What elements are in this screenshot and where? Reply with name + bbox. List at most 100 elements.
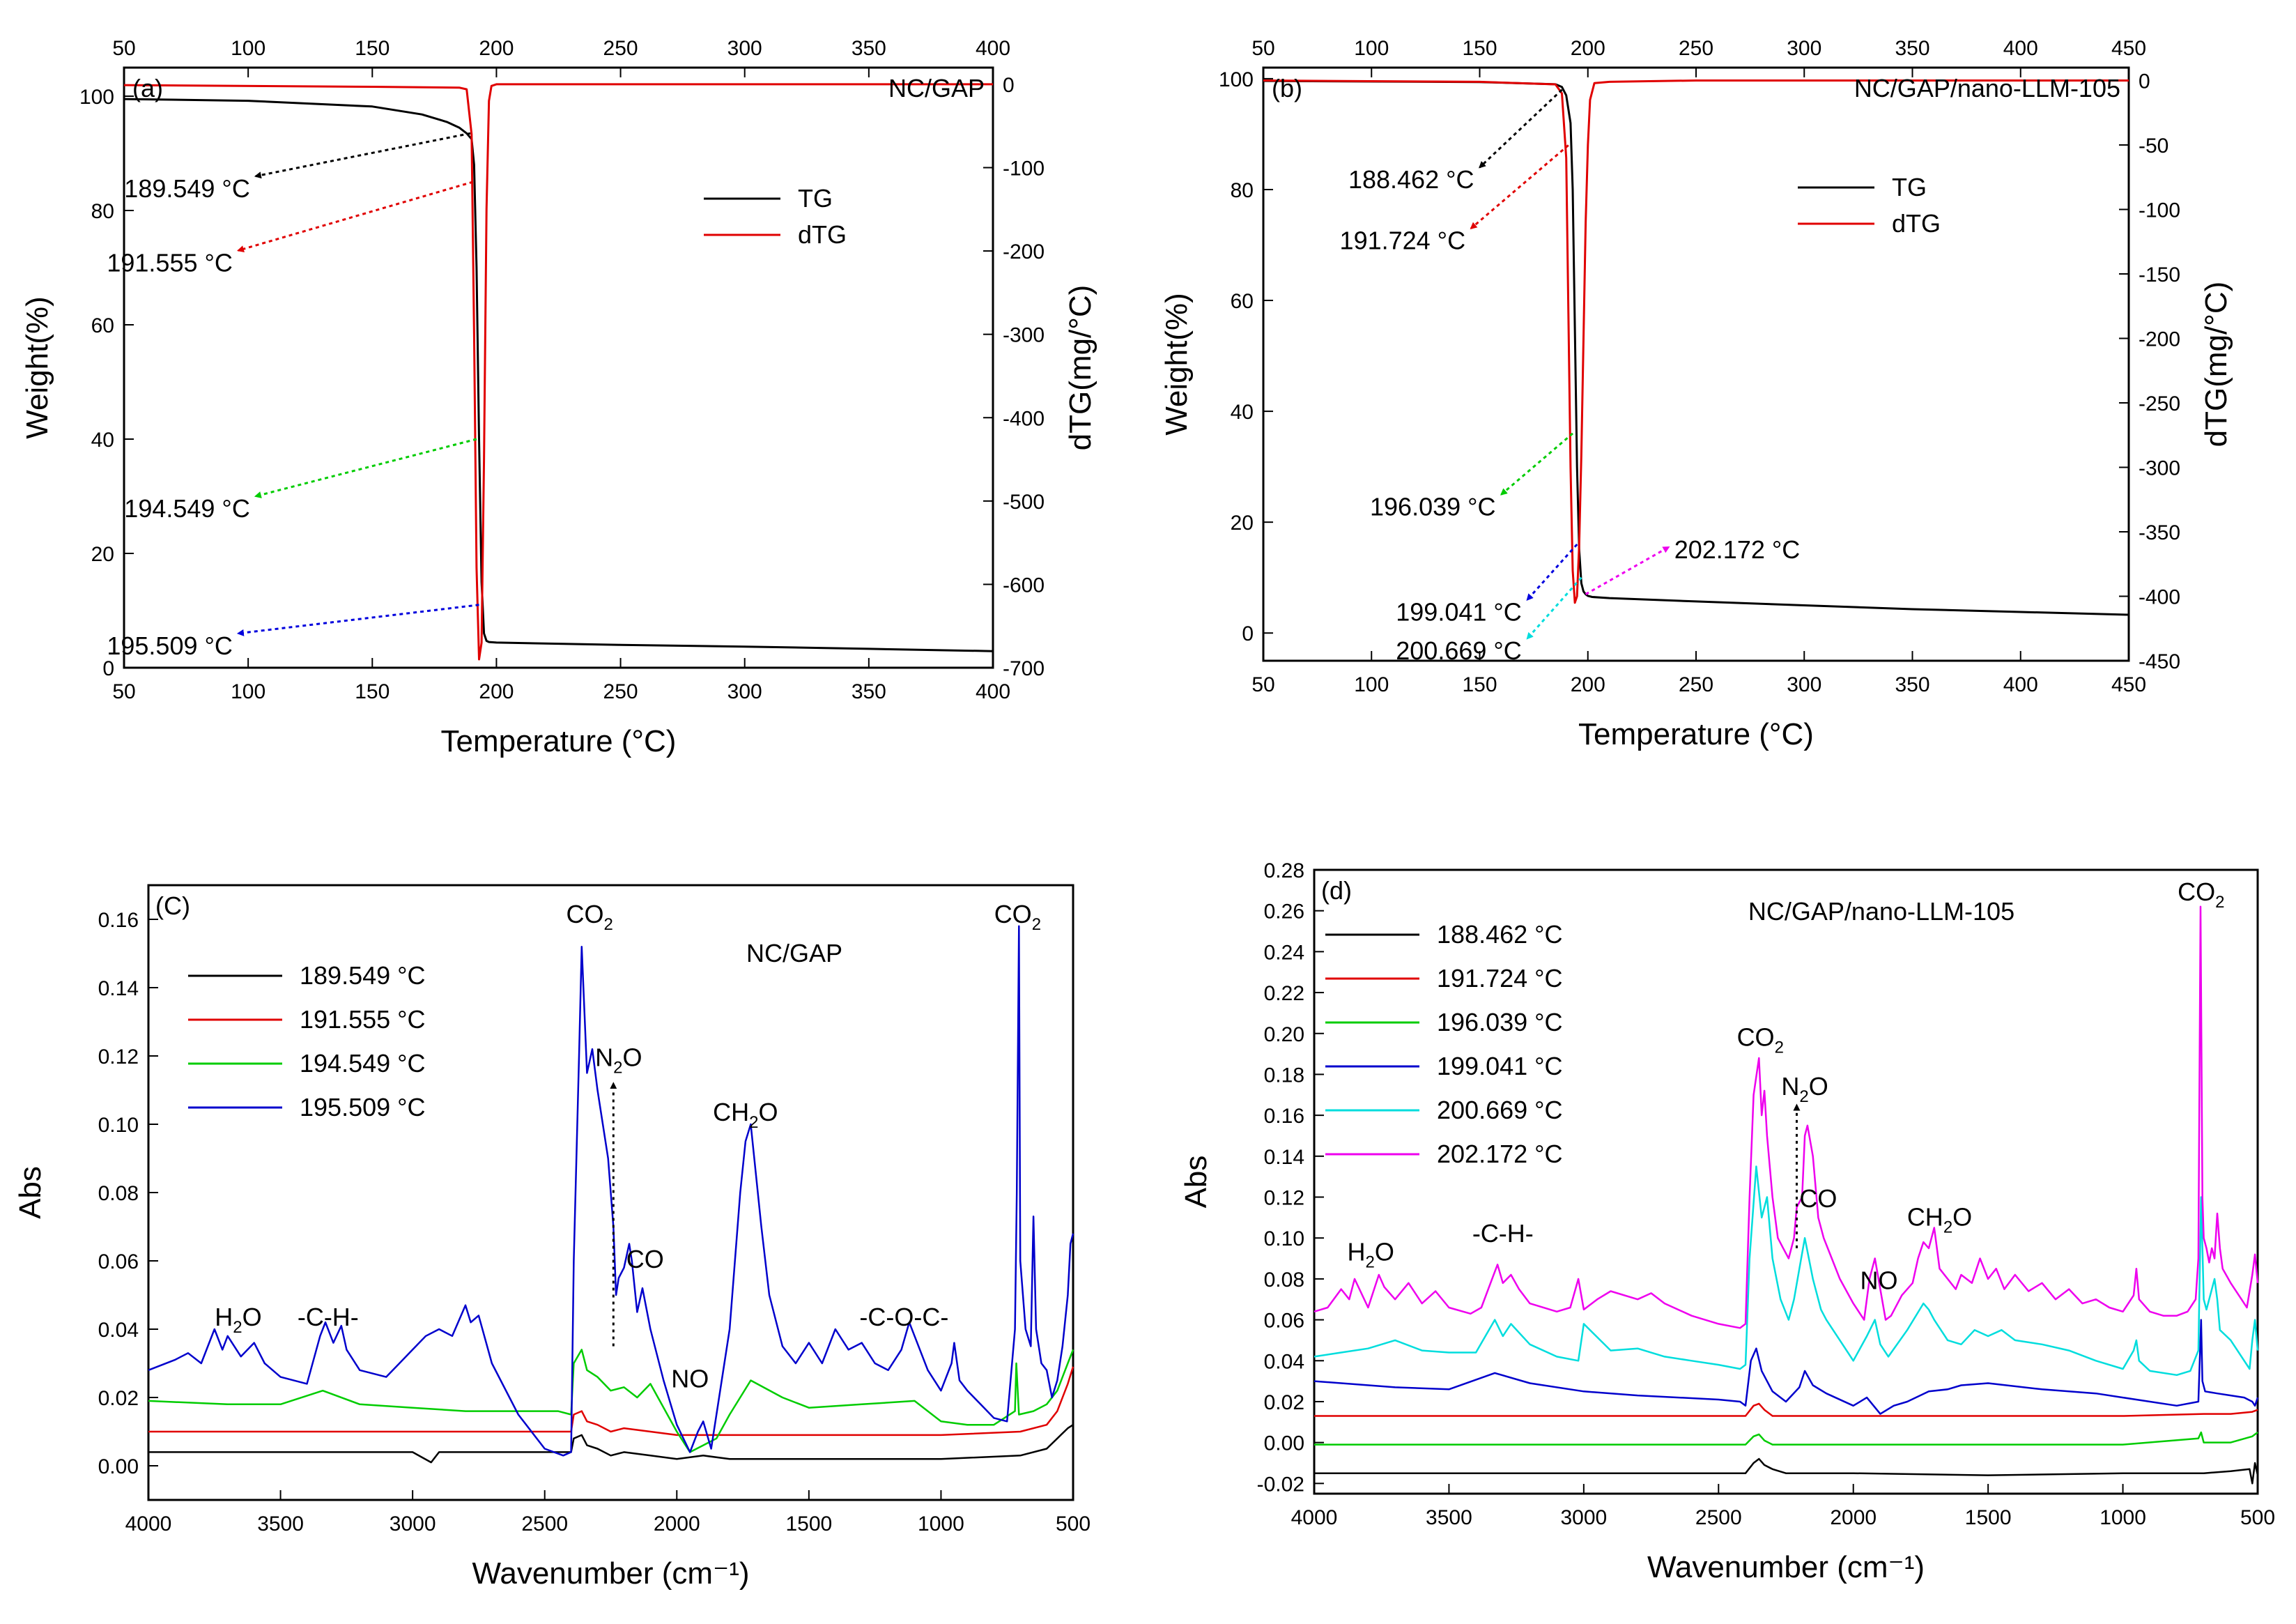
x-tick-label: 4000 <box>125 1512 172 1535</box>
y-tick-label: 0.16 <box>1264 1105 1304 1128</box>
plot-frame <box>1262 66 2130 662</box>
peak-label-main: H <box>1348 1237 1366 1266</box>
annotation-arrow <box>236 181 474 252</box>
legend-label: 195.509 °C <box>300 1093 426 1121</box>
peak-label: CH2O <box>713 1098 778 1132</box>
x-axis-label: Wavenumber (cm⁻¹) <box>1647 1550 1925 1584</box>
legend-label: dTG <box>798 220 847 249</box>
y-tick-label: 0.16 <box>98 909 139 932</box>
x-tick-label: 150 <box>355 680 390 703</box>
legend-label: TG <box>798 184 833 213</box>
panel-label: (a) <box>132 74 163 102</box>
x-tick-label: 3000 <box>390 1512 436 1535</box>
peak-label-sub: 2 <box>233 1318 242 1337</box>
x-tick-label: 400 <box>976 680 1010 703</box>
x-axis-label: Temperature (°C) <box>441 724 677 758</box>
chart-title: NC/GAP <box>888 74 985 102</box>
temperature-annotation: 199.041 °C <box>1396 598 1522 627</box>
peak-label: N2O <box>595 1043 642 1078</box>
x-tick-label: 4000 <box>1291 1506 1338 1529</box>
x-tick-label-top: 50 <box>112 37 135 60</box>
y-tick-label: 0 <box>102 657 114 680</box>
x-tick-label: 3000 <box>1560 1506 1607 1529</box>
y2-tick-label: -600 <box>1003 574 1045 597</box>
y-tick-label: 0.24 <box>1264 941 1304 964</box>
peak-label: CO2 <box>2178 878 2224 912</box>
legend-label: 196.039 °C <box>1437 1008 1563 1036</box>
peak-label-sub: 2 <box>1799 1087 1808 1106</box>
peak-label-sub: 2 <box>613 1059 622 1078</box>
temperature-annotation: 191.724 °C <box>1340 227 1466 255</box>
x-tick-label: 2000 <box>1830 1506 1877 1529</box>
y2-tick-label: -400 <box>2139 586 2180 609</box>
peak-label-tail: O <box>623 1043 642 1072</box>
y-tick-label: 0.10 <box>98 1114 139 1137</box>
x-tick-label-top: 250 <box>1679 37 1713 60</box>
peak-label-tail: O <box>242 1303 262 1331</box>
y2-tick-label: 0 <box>1003 74 1015 97</box>
x-tick-label-top: 150 <box>355 37 390 60</box>
peak-label: NO <box>671 1364 709 1393</box>
legend-label: 191.555 °C <box>300 1005 426 1034</box>
peak-label: CO2 <box>994 900 1041 934</box>
peak-label: -C-O-C- <box>859 1303 948 1331</box>
peak-label-sub: 2 <box>2215 893 2224 912</box>
panel-label: (b) <box>1272 74 1302 102</box>
y-axis-label: Abs <box>13 1166 47 1219</box>
x-tick-label: 350 <box>1895 673 1929 696</box>
y-tick-label: 0.12 <box>1264 1187 1304 1210</box>
x-tick-label-top: 200 <box>1571 37 1605 60</box>
peak-label: H2O <box>215 1303 261 1337</box>
annotation-arrow <box>254 132 471 179</box>
y-tick-label: 0.20 <box>1264 1023 1304 1046</box>
x-tick-label-top: 450 <box>2111 37 2146 60</box>
series-line-tg <box>1263 79 2129 616</box>
y2-tick-label: -150 <box>2139 263 2180 286</box>
x-tick-label-top: 400 <box>976 37 1010 60</box>
peak-label-sub: 2 <box>1366 1253 1375 1271</box>
x-tick-label-top: 300 <box>1787 37 1821 60</box>
x-tick-label: 300 <box>1787 673 1821 696</box>
y-tick-label: 0.06 <box>1264 1310 1304 1333</box>
peak-label-sub: 2 <box>1775 1038 1784 1057</box>
peak-label-main: NO <box>1860 1266 1897 1295</box>
y2-tick-label: -300 <box>1003 324 1045 347</box>
y-tick-label: 0.14 <box>98 977 139 1000</box>
y-tick-label: 0.02 <box>1264 1391 1304 1414</box>
legend-label: dTG <box>1892 209 1941 238</box>
x-tick-label: 50 <box>112 680 135 703</box>
x-tick-label: 100 <box>231 680 265 703</box>
y-tick-label: 60 <box>91 314 114 337</box>
panel-c-ir-chart: 4000 3500 3000 2500 2000 1500 1000 500 0.00 0.02 0… <box>13 884 1091 1591</box>
x-tick-label-top: 50 <box>1251 37 1274 60</box>
x-tick-label: 100 <box>1354 673 1389 696</box>
x-tick-label: 300 <box>727 680 762 703</box>
y-tick-label: 80 <box>91 200 114 223</box>
panel-label: (C) <box>155 891 190 920</box>
y-tick-label: 0 <box>1242 622 1254 645</box>
y2-tick-label: -400 <box>1003 407 1045 430</box>
panel-a-tg-chart: 5050100100150150200200250250300300350350… <box>20 37 1097 758</box>
y-tick-label: 60 <box>1231 290 1254 313</box>
y-tick-label: 0.12 <box>98 1045 139 1068</box>
temperature-annotation: 195.509 °C <box>107 631 233 660</box>
temperature-annotation: 189.549 °C <box>124 174 250 203</box>
temperature-annotation: 196.039 °C <box>1370 492 1496 521</box>
y2-tick-label: -200 <box>1003 240 1045 263</box>
x-tick-label: 2500 <box>1695 1506 1742 1529</box>
y-tick-label: 40 <box>91 429 114 452</box>
spectrum-line <box>1314 1431 2258 1446</box>
y-tick-label: 0.10 <box>1264 1227 1304 1250</box>
x-tick-label: 1500 <box>1965 1506 2012 1529</box>
peak-label-main: CH <box>1907 1203 1943 1232</box>
peak-label: N2O <box>1781 1072 1828 1106</box>
spectrum-line <box>1314 1402 2258 1417</box>
temperature-annotation: 188.462 °C <box>1348 165 1474 194</box>
x-tick-label: 3500 <box>1426 1506 1472 1529</box>
y-tick-label: 0.06 <box>98 1250 139 1273</box>
y-tick-label: 0.04 <box>1264 1350 1304 1373</box>
x-tick-label-top: 350 <box>1895 37 1929 60</box>
peak-label-tail: O <box>1809 1072 1828 1101</box>
legend-label: 188.462 °C <box>1437 920 1563 949</box>
y-tick-label: 100 <box>79 86 114 109</box>
